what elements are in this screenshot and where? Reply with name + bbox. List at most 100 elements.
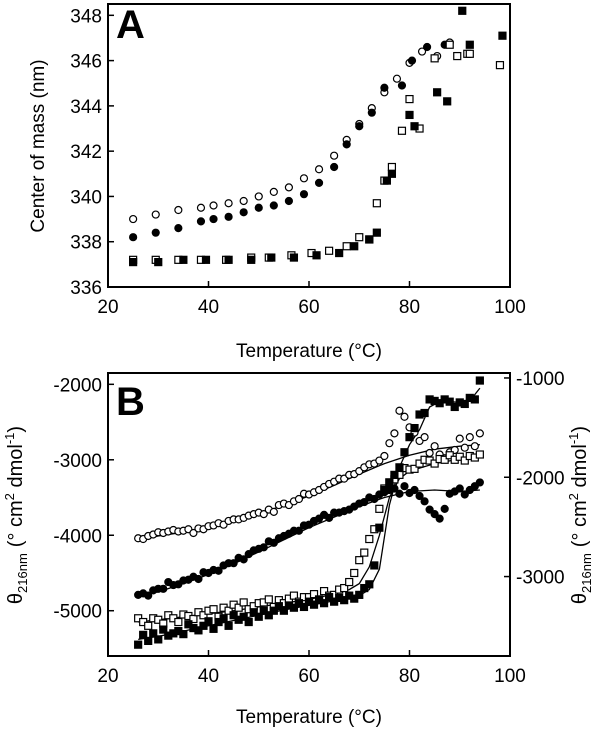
panel-b-point-filled-square [445,397,454,406]
panel-b-point-open-square [430,459,439,468]
panel-b-point-filled-square [340,596,349,605]
panel-b-point-open-circle [420,433,429,442]
panel-b-point-open-square [144,621,153,630]
panel-a-point-open-square [445,40,454,49]
left-wavelength-subscript: 216nm [15,553,30,593]
panel-b-point-open-square [445,451,454,460]
panel-a-x-tick-label: 100 [494,297,526,318]
panel-b-point-filled-square [390,470,399,479]
panel-b-point-filled-circle [144,591,153,600]
panel-b-point-filled-square [375,523,384,532]
panel-b-point-filled-circle [294,526,304,535]
panel-b-point-filled-circle [395,489,404,498]
panel-a-y-tick-label: 346 [70,52,102,73]
panel-a-point-filled-square [405,110,414,120]
left-unit-sup-2: -1 [2,433,17,445]
panel-b-point-filled-square [365,580,374,589]
panel-b-point-open-square [234,603,243,612]
left-unit-text: (° cm [5,500,27,547]
panel-b-point-filled-square [204,617,213,626]
panel-b-left-y-tick-label: -5000 [53,602,102,623]
panel-a-point-open-circle [239,196,248,206]
panel-b-point-filled-circle [420,497,429,506]
panel-a-y-tick-label: 344 [70,97,102,118]
right-unit-text-2: dmol [569,444,591,493]
panel-a-point-open-square [325,246,334,255]
panel-b-point-filled-square [179,630,188,639]
panel-a-point-filled-circle [239,208,248,217]
panel-b-point-open-square [209,605,218,614]
panel-b-point-filled-square [199,621,208,630]
panel-b-point-filled-square [159,625,168,634]
panel-b-point-filled-square [470,395,479,404]
panel-b-point-open-circle [400,412,409,421]
panel-a-axes: 20 40 60 80 100 336 338 340 342 344 346 348 [70,6,526,318]
panel-b-point-open-circle [259,510,268,519]
panel-b-point-open-circle [269,507,278,516]
panel-b-point-open-circle [470,442,479,451]
panel-a-chart: A 20 40 60 80 100 336 338 340 342 344 346 348 Tempe… [28,3,526,362]
panel-b-point-filled-circle [325,513,334,522]
panel-b-point-open-circle [475,429,484,438]
panel-a-point-filled-square [410,122,419,131]
panel-b-point-filled-square [289,603,299,612]
panel-a-point-filled-square [335,248,344,258]
panel-b-point-filled-circle [410,485,419,495]
panel-b-point-open-circle [390,429,399,438]
right-wavelength-subscript: 216nm [579,553,594,593]
panel-b-point-filled-square [139,630,148,639]
panel-b-point-filled-square [405,433,414,442]
panel-b-point-open-square [319,586,329,596]
panel-a-marks [129,6,507,267]
panel-b-point-filled-circle [194,574,203,584]
panel-a-y-tick-label: 348 [70,6,102,27]
panel-b-point-open-circle [430,442,439,451]
panel-b-point-filled-square [269,606,278,615]
left-unit-close: ) [5,426,27,433]
panel-b-right-y-tick-label: -2000 [516,468,565,489]
panel-a-point-filled-square [201,255,211,264]
panel-b-point-open-circle [375,456,384,465]
panel-b-point-filled-circle [214,566,223,575]
panel-b-point-filled-circle [415,491,424,501]
panel-b-right-y-tick-label: -1000 [516,369,565,390]
panel-a-point-open-circle [129,214,138,224]
panel-a-point-filled-square [372,228,381,237]
panel-a-y-tick-label: 338 [70,233,102,254]
panel-b-x-axis-title: Temperature (°C) [236,707,382,728]
panel-b-point-filled-circle [159,584,168,593]
panel-a-point-open-square [465,49,474,58]
panel-a-point-filled-square [224,255,233,264]
panel-b-point-open-square [224,606,233,615]
panel-b-point-open-circle [465,433,474,442]
panel-a-point-open-circle [196,203,206,212]
panel-a-letter: A [116,3,145,47]
panel-b-x-tick-label: 100 [494,666,526,687]
panel-a-point-open-square [372,199,381,208]
panel-b-point-filled-square [259,606,268,615]
panel-a-point-open-circle [151,210,160,219]
panel-b-point-open-square [264,595,273,604]
panel-a-point-open-circle [224,199,233,208]
panel-a-point-open-circle [299,174,309,183]
panel-b-point-filled-circle [360,497,369,507]
panel-b-point-filled-circle [259,543,268,552]
panel-b-point-filled-circle [269,538,278,547]
panel-b-point-filled-circle [370,494,379,504]
panel-b-x-tick-label: 20 [97,666,118,687]
panel-b-right-y-axis-title: θ216nm (° cm2 dmol-1) [566,426,594,604]
panel-a-point-filled-square [365,235,374,244]
panel-b-point-open-square [189,614,198,624]
panel-b-point-filled-square [154,635,163,644]
panel-b-point-filled-square [355,590,364,599]
panel-b-point-filled-circle [400,482,409,491]
panel-a-y-tick-label: 342 [70,142,102,163]
panel-a-point-filled-circle [224,212,233,221]
panel-b-point-filled-square [274,602,283,611]
right-unit-sup: 2 [566,493,581,500]
panel-b-left-y-tick-label: -2000 [53,375,102,396]
panel-b-point-open-square [174,617,183,627]
panel-a-point-open-square [405,94,414,104]
panel-a-x-tick-label: 60 [298,297,319,318]
panel-b-point-open-square [375,504,384,513]
